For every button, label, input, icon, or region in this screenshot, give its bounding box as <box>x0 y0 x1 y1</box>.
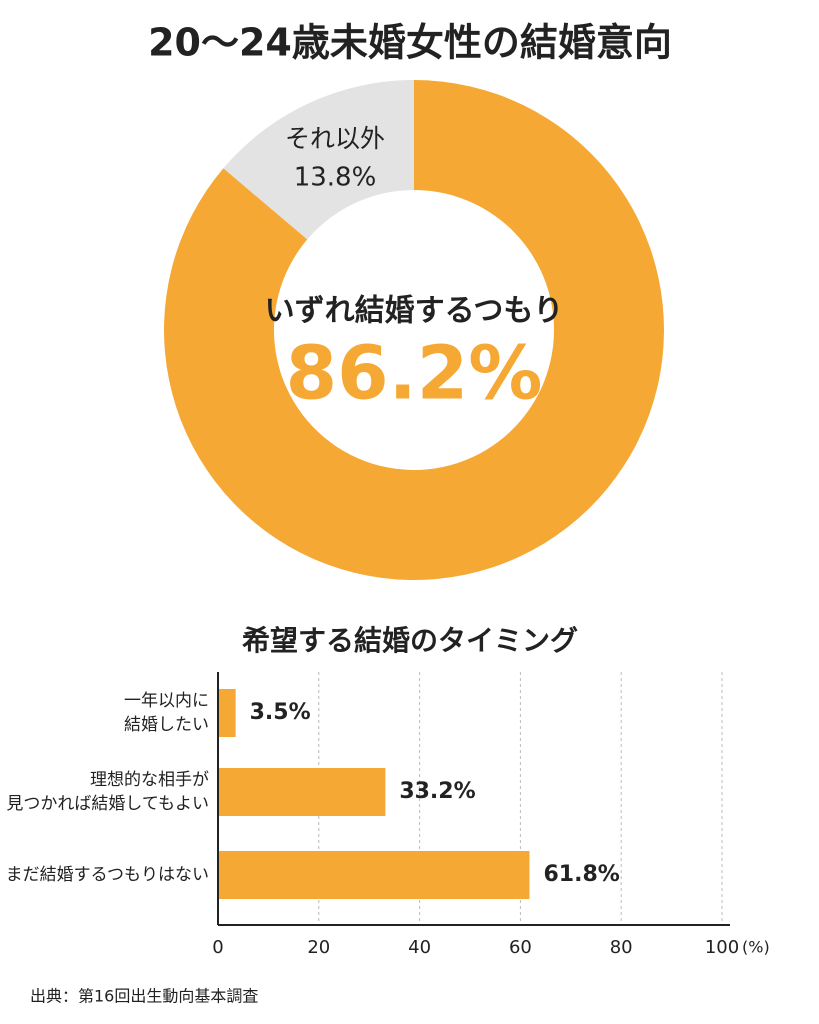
x-tick-label: 40 <box>408 937 431 958</box>
center-value: 86.2% <box>286 331 543 417</box>
bar-value-label: 3.5% <box>250 700 311 725</box>
donut-slice <box>164 80 665 580</box>
bar-title: 希望する結婚のタイミング <box>242 624 578 657</box>
bar <box>218 689 236 737</box>
center-label: いずれ結婚するつもり <box>265 294 564 329</box>
bar-value-label: 33.2% <box>399 779 475 804</box>
category-label: まだ結婚するつもりはない <box>5 865 209 885</box>
x-tick-label: 80 <box>610 937 633 958</box>
bar-value-label: 61.8% <box>543 862 619 887</box>
slice-label: それ以外 <box>285 124 385 153</box>
x-tick-label: 60 <box>509 937 532 958</box>
chart-title: 20～24歳未婚女性の結婚意向 <box>148 21 672 65</box>
bar <box>218 851 530 899</box>
category-label: 理想的な相手が 見つかれば結婚してもよい <box>6 770 209 814</box>
source: 出典：第16回出生動向基本調査 <box>30 987 258 1006</box>
bar <box>218 768 386 816</box>
category-label: 一年以内に 結婚したい <box>124 691 209 735</box>
x-tick-label: 0 <box>212 937 223 958</box>
x-tick-label: 20 <box>307 937 330 958</box>
x-tick-label: 100 <box>705 937 739 958</box>
x-axis-label: (%) <box>742 938 770 957</box>
slice-value: 13.8% <box>294 163 377 193</box>
donut-slice <box>223 80 414 240</box>
